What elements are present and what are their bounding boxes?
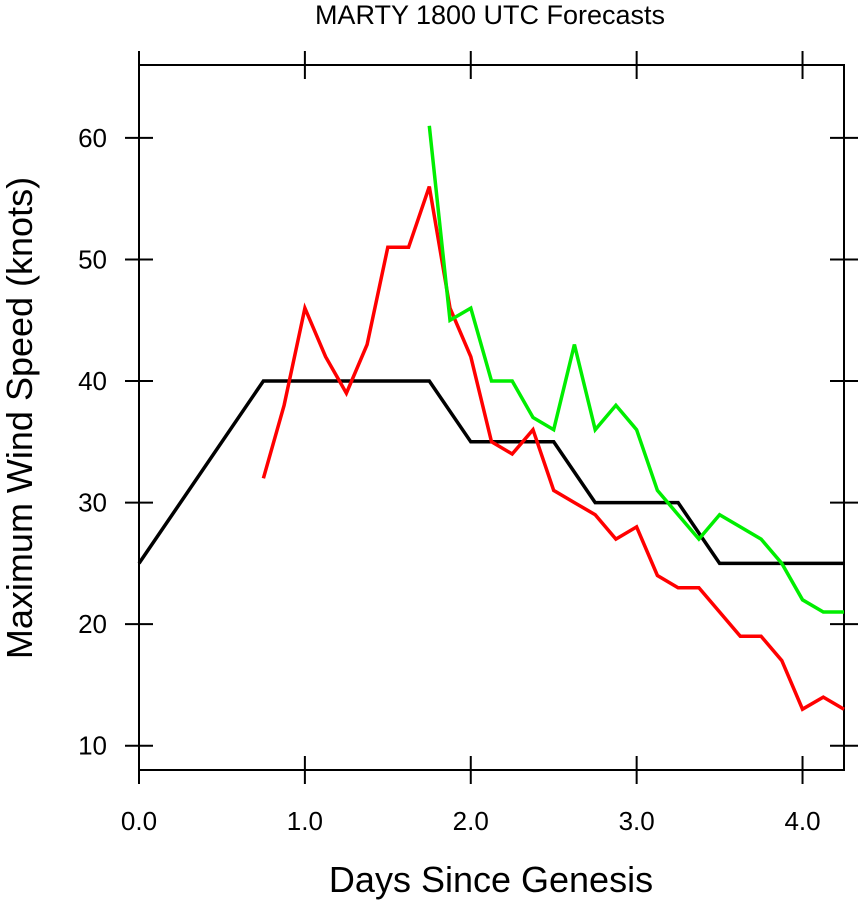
series-line-3 (427, 125, 844, 614)
x-tick-label: 2.0 (453, 806, 489, 836)
x-tick-label: 3.0 (619, 806, 655, 836)
y-axis-title: Maximum Wind Speed (knots) (0, 177, 40, 659)
y-tick-label: 10 (78, 731, 107, 761)
x-tick-label: 4.0 (784, 806, 820, 836)
x-tick-label: 0.0 (121, 806, 157, 836)
axis-ticks (125, 51, 858, 784)
y-tick-label: 30 (78, 488, 107, 518)
y-tick-label: 40 (78, 366, 107, 396)
plot-frame (138, 64, 845, 771)
axis-tick-labels: 0.0 1.0 2.0 3.0 4.0 10 20 30 40 50 60 (78, 123, 821, 836)
y-tick-label: 50 (78, 244, 107, 274)
chart-title: MARTY 1800 UTC Forecasts (315, 0, 665, 30)
y-tick-label: 20 (78, 609, 107, 639)
x-axis-title: Days Since Genesis (329, 859, 653, 900)
series-line-1 (137, 379, 844, 566)
x-tick-label: 1.0 (287, 806, 323, 836)
y-tick-label: 60 (78, 123, 107, 153)
series-line-2 (261, 186, 845, 712)
series-lines (137, 125, 845, 712)
